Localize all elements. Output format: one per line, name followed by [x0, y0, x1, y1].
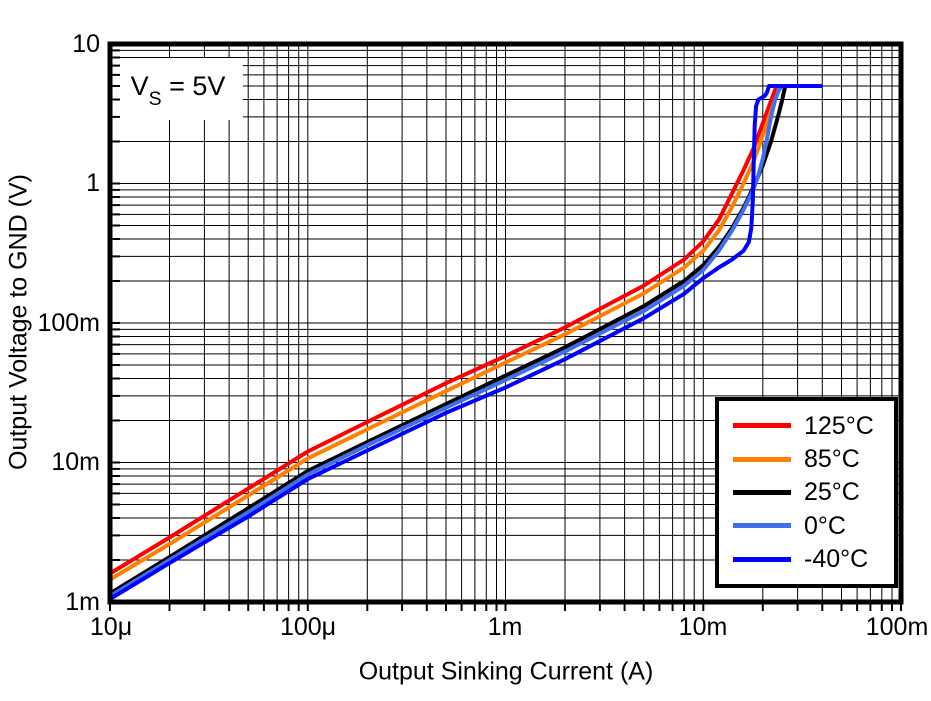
legend-swatch-125c [733, 423, 791, 429]
legend-label-0c: 0°C [804, 511, 846, 540]
legend-label-85c: 85°C [804, 445, 860, 474]
x-tick-1m: 1m [487, 613, 523, 641]
axes-frame [107, 41, 904, 611]
annotation-sub: S [148, 87, 162, 110]
x-tick-100m: 100m [865, 613, 929, 641]
legend-item-25c: 25°C [733, 477, 894, 507]
legend-swatch-85c [733, 456, 791, 462]
x-tick-100u: 100μ [279, 613, 337, 641]
annotation-rest: = 5V [161, 70, 226, 101]
legend-item-125c: 125°C [733, 411, 894, 441]
annotation-vs: VS = 5V [113, 58, 243, 120]
y-tick-1m: 1m [65, 588, 100, 616]
legend: 125°C 85°C 25°C 0°C -40°C [715, 397, 898, 588]
legend-swatch-25c [733, 489, 791, 495]
y-tick-10m: 10m [51, 448, 100, 476]
x-tick-10u: 10μ [89, 613, 133, 641]
legend-swatch-0c [733, 523, 791, 529]
legend-label-m40c: -40°C [804, 545, 869, 574]
legend-label-25c: 25°C [804, 478, 860, 507]
legend-label-125c: 125°C [804, 411, 874, 440]
legend-item-85c: 85°C [733, 444, 894, 474]
legend-swatch-m40c [733, 556, 791, 562]
curves [108, 84, 823, 601]
x-tick-10m: 10m [678, 613, 728, 641]
y-tick-10: 10 [72, 30, 100, 58]
x-axis-title: Output Sinking Current (A) [358, 657, 654, 686]
annotation-var: V [130, 70, 149, 101]
y-tick-1: 1 [86, 169, 100, 197]
y-tick-100m: 100m [37, 309, 100, 337]
annotation-background [113, 58, 243, 120]
legend-item-0c: 0°C [733, 511, 894, 541]
legend-item-m40c: -40°C [733, 544, 894, 574]
